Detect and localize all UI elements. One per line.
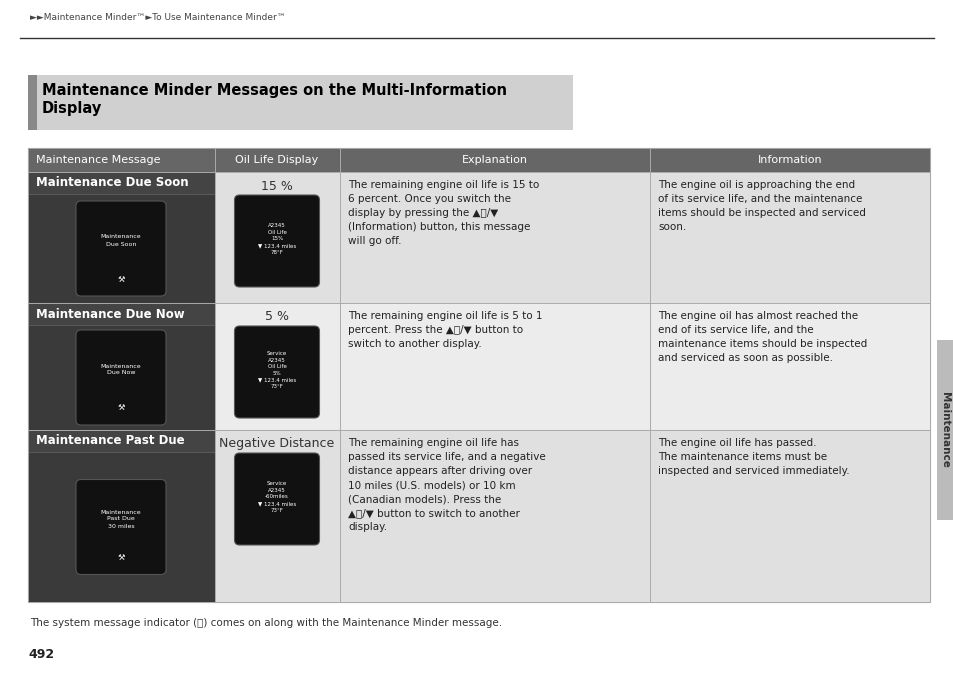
FancyBboxPatch shape [234,195,319,287]
Text: The remaining engine oil life is 5 to 1
percent. Press the ▲ⓘ/▼ button to
switch: The remaining engine oil life is 5 to 1 … [348,311,542,349]
Text: The remaining engine oil life has
passed its service life, and a negative
distan: The remaining engine oil life has passed… [348,438,545,532]
Text: The system message indicator (ⓘ) comes on along with the Maintenance Minder mess: The system message indicator (ⓘ) comes o… [30,618,501,628]
Text: ⚒: ⚒ [117,553,125,562]
Text: Maintenance: Maintenance [939,392,949,468]
Text: Maintenance Past Due: Maintenance Past Due [36,435,185,448]
Text: Maintenance Minder Messages on the Multi-Information: Maintenance Minder Messages on the Multi… [42,83,506,98]
Text: 5 %: 5 % [265,311,289,324]
Text: Maintenance Message: Maintenance Message [36,155,160,165]
Text: Explanation: Explanation [461,155,527,165]
FancyBboxPatch shape [28,430,214,452]
FancyBboxPatch shape [214,303,929,430]
FancyBboxPatch shape [28,172,214,303]
Text: ⚒: ⚒ [117,404,125,412]
Text: Maintenance Due Soon: Maintenance Due Soon [36,177,189,189]
Text: ►►Maintenance Minder™►To Use Maintenance Minder™: ►►Maintenance Minder™►To Use Maintenance… [30,13,286,22]
Text: Maintenance
Due Now: Maintenance Due Now [101,363,141,375]
FancyBboxPatch shape [28,303,214,325]
FancyBboxPatch shape [234,326,319,418]
Text: 492: 492 [28,648,54,661]
Text: Display: Display [42,101,102,116]
Text: Maintenance Due Now: Maintenance Due Now [36,307,185,321]
FancyBboxPatch shape [214,172,929,303]
FancyBboxPatch shape [28,75,573,130]
Text: A2345
Oil Life
15%
▼ 123.4 miles
78°F: A2345 Oil Life 15% ▼ 123.4 miles 78°F [257,223,295,255]
FancyBboxPatch shape [936,340,953,520]
FancyBboxPatch shape [28,75,37,130]
FancyBboxPatch shape [214,430,929,602]
Text: The engine oil is approaching the end
of its service life, and the maintenance
i: The engine oil is approaching the end of… [658,180,865,232]
Text: Negative Distance: Negative Distance [219,437,335,450]
Text: The engine oil has almost reached the
end of its service life, and the
maintenan: The engine oil has almost reached the en… [658,311,866,363]
Text: ⚒: ⚒ [117,274,125,284]
Text: Maintenance
Past Due
30 miles: Maintenance Past Due 30 miles [101,510,141,528]
FancyBboxPatch shape [234,453,319,545]
FancyBboxPatch shape [76,479,166,574]
FancyBboxPatch shape [28,172,214,194]
Text: Service
A2345
-60miles
▼ 123.4 miles
73°F: Service A2345 -60miles ▼ 123.4 miles 73°… [257,481,295,513]
FancyBboxPatch shape [28,430,214,602]
FancyBboxPatch shape [76,330,166,425]
Text: The remaining engine oil life is 15 to
6 percent. Once you switch the
display by: The remaining engine oil life is 15 to 6… [348,180,538,246]
FancyBboxPatch shape [28,148,929,172]
Text: Oil Life Display: Oil Life Display [235,155,318,165]
Text: The engine oil life has passed.
The maintenance items must be
inspected and serv: The engine oil life has passed. The main… [658,438,849,476]
FancyBboxPatch shape [28,303,214,430]
FancyBboxPatch shape [76,201,166,296]
Text: Information: Information [757,155,821,165]
Text: Service
A2345
Oil Life
5%
▼ 123.4 miles
73°F: Service A2345 Oil Life 5% ▼ 123.4 miles … [257,351,295,389]
Text: Maintenance
Due Soon: Maintenance Due Soon [101,235,141,247]
Text: 15 %: 15 % [261,179,293,193]
